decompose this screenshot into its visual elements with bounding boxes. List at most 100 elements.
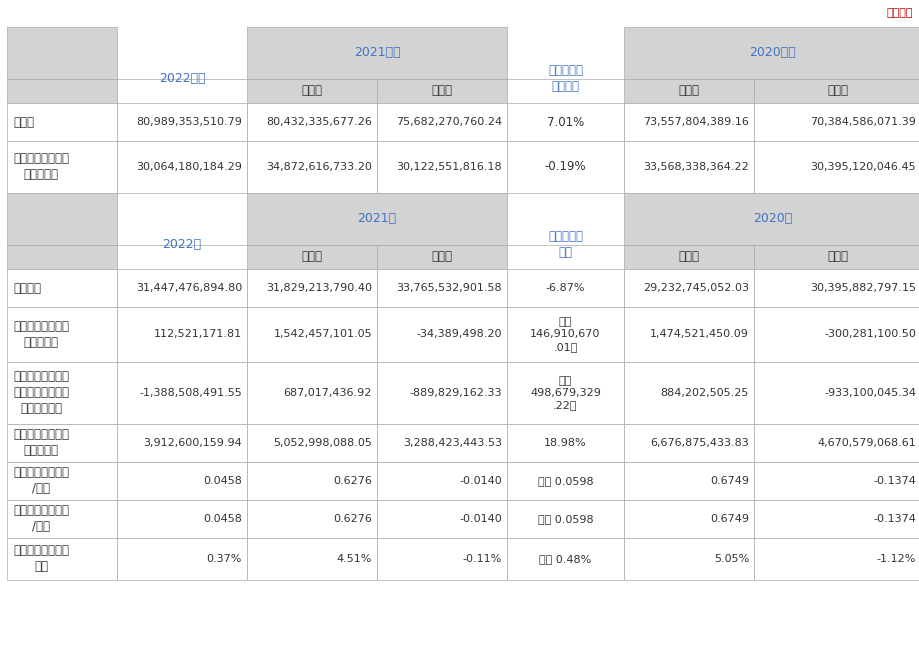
Text: -0.11%: -0.11%	[463, 554, 502, 564]
Text: 0.6276: 0.6276	[333, 514, 372, 524]
Bar	[247, 141, 377, 193]
Text: 调整后: 调整后	[432, 251, 452, 264]
Bar	[247, 500, 377, 538]
Bar	[624, 307, 754, 362]
Text: 增加 0.0598: 增加 0.0598	[538, 476, 594, 486]
Text: 归属于上市公司股
东的净资产: 归属于上市公司股 东的净资产	[13, 152, 69, 182]
Bar	[117, 362, 247, 424]
Text: 34,872,616,733.20: 34,872,616,733.20	[267, 162, 372, 172]
Bar	[377, 245, 507, 269]
Text: 1,474,521,450.09: 1,474,521,450.09	[650, 329, 749, 340]
Bar	[624, 103, 754, 141]
Text: 调整后: 调整后	[827, 85, 848, 98]
Bar	[754, 245, 919, 269]
Bar	[377, 500, 507, 538]
Bar	[117, 424, 247, 462]
Bar	[507, 269, 624, 307]
Text: 30,395,120,046.45: 30,395,120,046.45	[811, 162, 916, 172]
Bar	[754, 307, 919, 362]
Text: 归属于上市公司股
东的扣除非经常性
损益的净利润: 归属于上市公司股 东的扣除非经常性 损益的净利润	[13, 371, 69, 415]
Bar	[247, 424, 377, 462]
Text: -0.19%: -0.19%	[545, 160, 586, 174]
Text: 4,670,579,068.61: 4,670,579,068.61	[817, 438, 916, 448]
Text: -1.12%: -1.12%	[877, 554, 916, 564]
Text: -0.0140: -0.0140	[460, 514, 502, 524]
Text: 稀释每股收益（元
/股）: 稀释每股收益（元 /股）	[13, 505, 69, 534]
Bar	[7, 307, 117, 362]
Text: 5,052,998,088.05: 5,052,998,088.05	[273, 438, 372, 448]
Text: 增加
146,910,670
.01元: 增加 146,910,670 .01元	[530, 317, 601, 352]
Text: -34,389,498.20: -34,389,498.20	[416, 329, 502, 340]
Bar	[507, 362, 624, 424]
Text: -0.1374: -0.1374	[873, 476, 916, 486]
Text: 7.01%: 7.01%	[547, 116, 584, 129]
Bar	[117, 462, 247, 500]
Bar	[377, 307, 507, 362]
Bar	[7, 103, 117, 141]
Text: 75,682,270,760.24: 75,682,270,760.24	[396, 117, 502, 127]
Text: 2022年: 2022年	[163, 238, 201, 251]
Bar	[624, 269, 754, 307]
Text: 2021年末: 2021年末	[354, 47, 401, 59]
Bar	[754, 538, 919, 580]
Bar	[7, 500, 117, 538]
Bar	[247, 27, 507, 79]
Text: 调整前: 调整前	[301, 251, 323, 264]
Bar	[117, 500, 247, 538]
Bar	[7, 27, 117, 79]
Text: 增加 0.0598: 增加 0.0598	[538, 514, 594, 524]
Bar	[624, 27, 919, 79]
Bar	[117, 269, 247, 307]
Text: 营业收入: 营业收入	[13, 282, 41, 295]
Text: -0.0140: -0.0140	[460, 476, 502, 486]
Text: 687,017,436.92: 687,017,436.92	[284, 388, 372, 398]
Text: 33,568,338,364.22: 33,568,338,364.22	[643, 162, 749, 172]
Text: 2020年: 2020年	[753, 213, 792, 225]
Bar	[377, 362, 507, 424]
Bar	[247, 362, 377, 424]
Bar	[754, 500, 919, 538]
Bar	[117, 538, 247, 580]
Bar	[7, 193, 117, 245]
Bar	[624, 424, 754, 462]
Bar	[7, 362, 117, 424]
Bar	[754, 269, 919, 307]
Text: 0.6276: 0.6276	[333, 476, 372, 486]
Text: -6.87%: -6.87%	[546, 283, 585, 293]
Bar	[377, 269, 507, 307]
Bar	[247, 307, 377, 362]
Bar	[624, 245, 754, 269]
Text: 0.0458: 0.0458	[203, 476, 242, 486]
Bar	[7, 245, 117, 269]
Bar	[754, 141, 919, 193]
Bar	[754, 103, 919, 141]
Text: 本年末比上
年末增减: 本年末比上 年末增减	[548, 65, 583, 94]
Bar	[117, 103, 247, 141]
Text: 2021年: 2021年	[357, 213, 397, 225]
Bar	[7, 141, 117, 193]
Text: 31,829,213,790.40: 31,829,213,790.40	[266, 283, 372, 293]
Text: 减少
498,679,329
.22元: 减少 498,679,329 .22元	[530, 375, 601, 410]
Text: 30,395,882,797.15: 30,395,882,797.15	[810, 283, 916, 293]
Text: 归属于上市公司股
东的净利润: 归属于上市公司股 东的净利润	[13, 320, 69, 349]
Text: 3,912,600,159.94: 3,912,600,159.94	[143, 438, 242, 448]
Bar	[754, 362, 919, 424]
Text: 总资产: 总资产	[13, 116, 34, 129]
Text: 80,432,335,677.26: 80,432,335,677.26	[267, 117, 372, 127]
Text: -933,100,045.34: -933,100,045.34	[824, 388, 916, 398]
Text: 2022年末: 2022年末	[159, 72, 205, 85]
Text: 本年比上年
增减: 本年比上年 增减	[548, 231, 583, 260]
Text: 加权平均净资产收
益率: 加权平均净资产收 益率	[13, 545, 69, 574]
Text: 1,542,457,101.05: 1,542,457,101.05	[273, 329, 372, 340]
Bar	[624, 141, 754, 193]
Bar	[507, 500, 624, 538]
Bar	[7, 538, 117, 580]
Text: -0.1374: -0.1374	[873, 514, 916, 524]
Bar	[377, 462, 507, 500]
Bar	[377, 79, 507, 103]
Text: 调整后: 调整后	[827, 251, 848, 264]
Text: 2020年末: 2020年末	[749, 47, 796, 59]
Bar	[507, 538, 624, 580]
Bar	[754, 424, 919, 462]
Bar	[7, 462, 117, 500]
